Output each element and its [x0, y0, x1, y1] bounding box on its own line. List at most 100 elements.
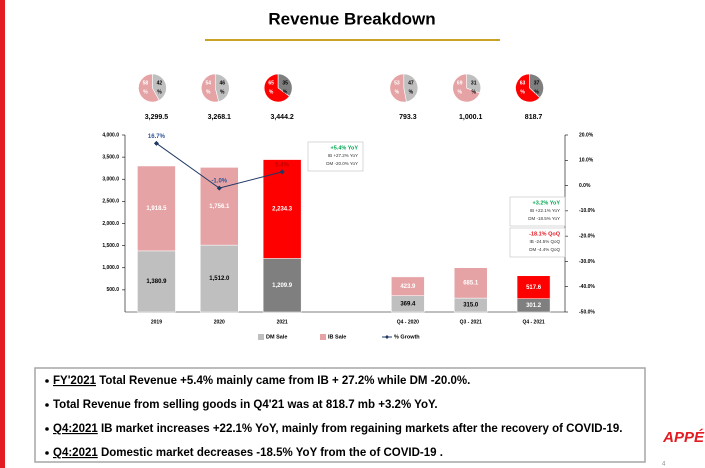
bar-segment	[391, 276, 425, 296]
x-tick-label: Q4 - 2020	[397, 319, 419, 325]
pie-unit: %	[143, 89, 148, 95]
bar-value-label: 1,756.1	[209, 204, 230, 210]
pie-label: 31	[471, 80, 477, 86]
pie-slice	[466, 73, 481, 94]
y-tick-label: 500.0	[106, 287, 119, 293]
y-tick-label: 1,500.0	[102, 243, 119, 249]
annotation-line: IB -24.5% QoQ	[529, 239, 560, 244]
pie-label: 54	[206, 80, 212, 86]
bar-segment	[137, 165, 176, 252]
logo: APPÉ	[662, 429, 705, 446]
x-tick-label: 2021	[277, 319, 288, 325]
bar-segment	[453, 267, 488, 299]
pie-label: 47	[408, 80, 414, 86]
y-tick-label: 2,000.0	[102, 221, 119, 227]
pie-label: 46	[220, 80, 226, 86]
bullet-text: Q4:2021 IB market increases +22.1% YoY, …	[53, 423, 622, 435]
pie-slice	[403, 73, 419, 103]
y2-tick-label: 10.0%	[579, 158, 594, 164]
growth-label: 16.7%	[148, 134, 166, 140]
legend-label: IB Sale	[328, 334, 346, 340]
y2-tick-label: -50.0%	[579, 309, 595, 315]
total-label: 1,000.1	[459, 114, 482, 121]
bullet-part: Domestic market decreases -18.5% YoY fro…	[98, 447, 443, 459]
bar-value-label: 301.2	[526, 303, 542, 309]
pie-unit: %	[269, 89, 274, 95]
bar-value-label: 2,234.3	[272, 207, 293, 213]
annotation-line: IB +22.1% YoY	[530, 208, 560, 213]
total-label: 3,299.5	[145, 114, 168, 121]
bullet-dot	[45, 403, 49, 407]
legend-marker	[385, 335, 389, 339]
pie-slice	[138, 73, 160, 103]
x-tick-label: Q4 - 2021	[522, 319, 544, 325]
pie-slice	[214, 73, 230, 102]
annotation-line: +3.2% YoY	[533, 200, 561, 206]
bar-segment	[200, 244, 239, 313]
pie-label: 42	[157, 80, 163, 86]
pie-label: 58	[143, 80, 149, 86]
pie-unit: %	[395, 89, 400, 95]
pie-label: 37	[534, 80, 540, 86]
pie-slice	[263, 73, 290, 103]
pie-unit: %	[471, 89, 476, 95]
bullet-text: Q4:2021 Domestic market decreases -18.5%…	[53, 447, 443, 459]
pie-slice	[515, 73, 541, 103]
bullet-text: Total Revenue from selling goods in Q4'2…	[53, 399, 438, 411]
bullet-dot	[45, 379, 49, 383]
bullet-text: FY'2021 Total Revenue +5.4% mainly came …	[53, 375, 470, 387]
y-tick-label: 2,500.0	[102, 199, 119, 205]
pie-unit: %	[520, 89, 525, 95]
total-label: 3,268.1	[208, 114, 231, 121]
total-label: 3,444.2	[270, 114, 293, 121]
annotation-line: DM -20.0% YoY	[326, 161, 358, 166]
bullet-part: FY'2021	[53, 375, 97, 387]
bullet-dot	[45, 427, 49, 431]
bar-value-label: 1,380.9	[146, 279, 167, 285]
bar-value-label: 423.9	[400, 284, 416, 290]
pie-label: 53	[394, 80, 400, 86]
side-stripe	[0, 0, 5, 468]
y2-tick-label: 20.0%	[579, 132, 594, 138]
bullet-dot	[45, 451, 49, 455]
annotation-line: +5.4% YoY	[331, 145, 359, 151]
pie-unit: %	[220, 89, 225, 95]
legend-swatch	[320, 334, 326, 340]
bar-segment	[200, 167, 239, 246]
pie-slice	[529, 73, 544, 99]
legend-label: % Growth	[394, 334, 420, 340]
bullet-part: Q4:2021	[53, 447, 98, 459]
pie-label: 35	[282, 80, 288, 86]
growth-marker	[153, 140, 159, 146]
bar-segment	[262, 159, 302, 259]
y2-tick-label: -40.0%	[579, 284, 595, 290]
x-tick-label: Q3 - 2021	[460, 319, 482, 325]
bar-value-label: 1,512.0	[209, 276, 230, 282]
bar-value-label: 1,209.9	[272, 283, 293, 289]
pie-slice	[201, 73, 220, 103]
annotation-box	[509, 227, 566, 258]
growth-label: -1.0%	[211, 179, 227, 185]
title: Revenue Breakdown	[268, 9, 435, 28]
pie-label: 65	[268, 80, 274, 86]
total-label: 818.7	[525, 114, 543, 121]
pie-unit: %	[534, 89, 539, 95]
total-label: 793.3	[399, 114, 417, 121]
pie-slice	[277, 73, 293, 97]
legend-swatch	[258, 334, 264, 340]
pie-slice	[452, 73, 481, 103]
annotation-box	[509, 196, 566, 227]
bar-value-label: 1,918.5	[146, 206, 167, 212]
annotation-line: DM -18.5% YoY	[528, 216, 560, 221]
pie-label: 69	[457, 80, 463, 86]
bar-segment	[137, 250, 176, 313]
pie-slice	[152, 73, 167, 101]
annotation-line: -18.1% QoQ	[529, 231, 561, 237]
y-tick-label: 1,000.0	[102, 265, 119, 271]
bar-segment	[516, 275, 551, 299]
y-tick-label: 4,000.0	[102, 132, 119, 138]
pie-unit: %	[457, 89, 462, 95]
x-tick-label: 2020	[214, 319, 225, 325]
pie-label: 63	[520, 80, 526, 86]
